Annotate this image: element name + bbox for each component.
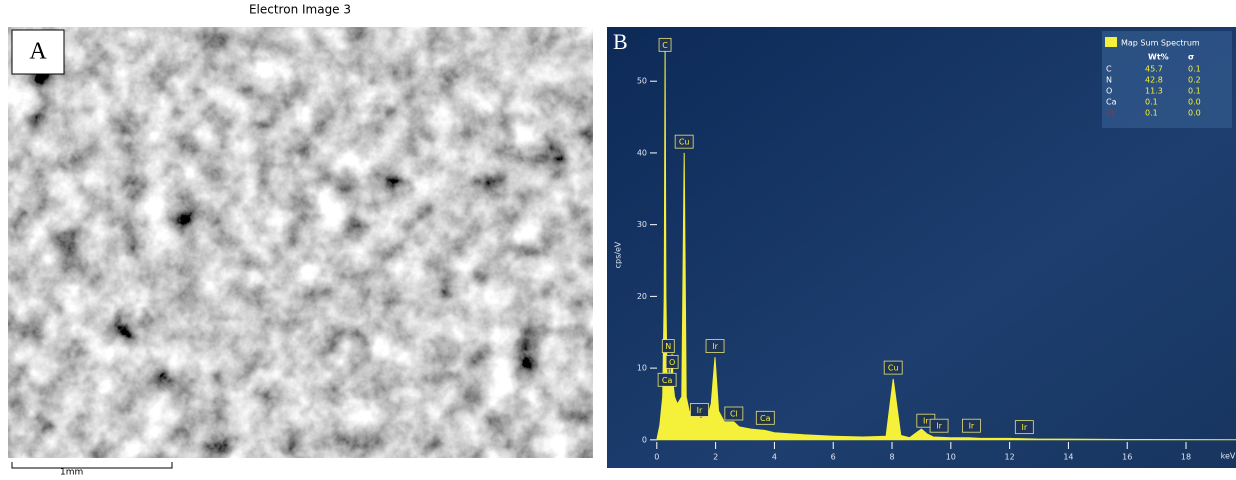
y-tick-label: 20 bbox=[637, 292, 647, 301]
legend-element: C bbox=[1106, 65, 1112, 74]
peak-label: Ir bbox=[969, 422, 975, 431]
scale-bar-label: 1mm bbox=[60, 468, 83, 477]
legend-value: 0.1 bbox=[1145, 109, 1158, 118]
x-tick-label: 0 bbox=[654, 453, 659, 462]
peak-label: Cu bbox=[679, 138, 690, 147]
peak-label: Cl bbox=[730, 410, 738, 419]
legend-value: 0.1 bbox=[1188, 65, 1201, 74]
figure: Electron Image 3 A 1mm B cps/eV keV 0 10 2… bbox=[0, 0, 1236, 476]
y-tick-label: 50 bbox=[637, 77, 647, 86]
peak-label: Ca bbox=[662, 376, 673, 385]
legend-element: N bbox=[1106, 76, 1112, 85]
legend-value: 0.0 bbox=[1188, 109, 1201, 118]
peak-label: Ca bbox=[760, 414, 771, 423]
x-tick-label: 16 bbox=[1122, 453, 1132, 462]
x-tick-label: 12 bbox=[1005, 453, 1015, 462]
scale-bar bbox=[12, 462, 172, 468]
legend-value: 0.1 bbox=[1145, 98, 1158, 107]
legend-swatch bbox=[1105, 37, 1117, 47]
legend-value: 0.0 bbox=[1188, 98, 1201, 107]
x-tick-label: 8 bbox=[889, 453, 894, 462]
y-axis-label: cps/eV bbox=[614, 241, 623, 268]
legend-value: 0.2 bbox=[1188, 76, 1201, 85]
sem-texture bbox=[8, 27, 593, 458]
peak-label: C bbox=[662, 41, 668, 50]
peak-label: Ir bbox=[697, 406, 703, 415]
panel-label: B bbox=[613, 29, 628, 54]
x-tick-label: 2 bbox=[713, 453, 718, 462]
peak-label: O bbox=[669, 358, 675, 367]
legend-element: Ca bbox=[1106, 98, 1117, 107]
legend-header: Wt% bbox=[1148, 53, 1169, 62]
y-tick-label: 10 bbox=[637, 364, 647, 373]
x-tick-label: 6 bbox=[831, 453, 836, 462]
y-tick-label: 0 bbox=[642, 435, 647, 444]
peak-label: Cu bbox=[888, 364, 899, 373]
legend-element: O bbox=[1106, 87, 1112, 96]
peak-label: Ir bbox=[936, 422, 942, 431]
legend-value: 42.8 bbox=[1145, 76, 1163, 85]
y-tick-label: 30 bbox=[637, 220, 647, 229]
legend-header: σ bbox=[1188, 53, 1194, 62]
x-tick-label: 10 bbox=[946, 453, 956, 462]
legend-element: Cl bbox=[1106, 109, 1114, 118]
x-tick-label: 4 bbox=[772, 453, 777, 462]
page: Electron Image 3 A 1mm B cps/eV keV 0 10 2… bbox=[0, 0, 1236, 476]
peak-label: Ir bbox=[1021, 423, 1027, 432]
peak-label: N bbox=[665, 342, 671, 351]
x-axis-label: keV bbox=[1221, 452, 1236, 461]
image-title: Electron Image 3 bbox=[249, 3, 351, 17]
x-tick-label: 18 bbox=[1181, 453, 1191, 462]
legend-value: 45.7 bbox=[1145, 65, 1163, 74]
peak-label: Ir bbox=[923, 417, 929, 426]
legend-value: 0.1 bbox=[1188, 87, 1201, 96]
legend-value: 11.3 bbox=[1145, 87, 1163, 96]
x-tick-label: 14 bbox=[1063, 453, 1073, 462]
legend-title: Map Sum Spectrum bbox=[1121, 39, 1200, 48]
panel-label: A bbox=[29, 39, 47, 65]
y-tick-label: 40 bbox=[637, 148, 647, 157]
peak-label: Ir bbox=[712, 342, 718, 351]
